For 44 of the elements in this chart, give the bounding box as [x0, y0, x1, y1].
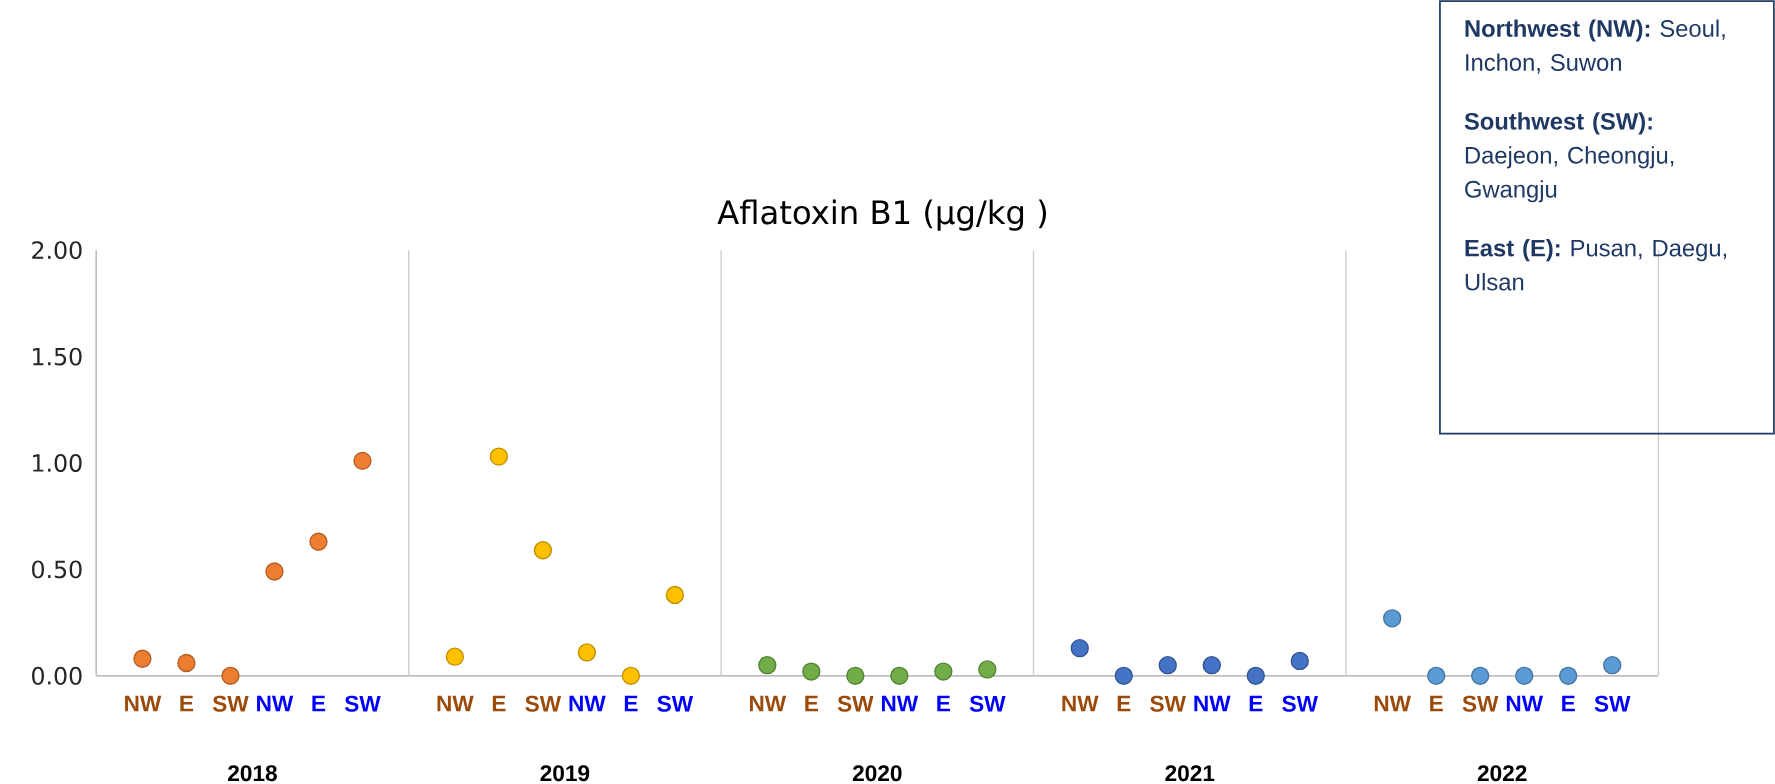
y-tick-label: 1.50 — [33, 347, 82, 366]
x-tick-label: SW — [344, 695, 381, 712]
y-tick-label: 1.00 — [33, 453, 82, 472]
x-tick-label: E — [1430, 695, 1443, 711]
text: Northwest (NW): Seoul, Inchon, Suwon — [1465, 19, 1725, 74]
x-tick-label: NW — [1506, 695, 1544, 711]
x-tick-label: E — [312, 695, 326, 711]
text: 2019 — [540, 764, 590, 781]
x-tick-label: NW — [569, 695, 606, 711]
y-tick-label: 0.00 — [32, 666, 82, 685]
y-tick-label: 2.00 — [32, 240, 82, 259]
x-tick-label: SW — [1150, 695, 1186, 712]
x-tick-label: NW — [881, 695, 919, 711]
x-tick-label: E — [805, 695, 818, 711]
x-tick-label: NW — [1374, 695, 1412, 711]
y-tick-label: 0.50 — [32, 560, 82, 579]
x-tick-label: SW — [1462, 695, 1499, 712]
x-tick-label: NW — [257, 695, 294, 711]
x-tick-label: SW — [1594, 695, 1631, 712]
text: 2018 — [228, 764, 277, 781]
x-tick-label: NW — [125, 695, 162, 711]
text: 2021 — [1165, 764, 1215, 781]
text: East (E): Pusan, Daegu, Ulsan — [1465, 238, 1727, 291]
x-tick-label: NW — [437, 695, 474, 711]
x-tick-label: E — [1117, 695, 1131, 711]
x-tick-label: SW — [525, 695, 562, 712]
x-tick-label: E — [624, 695, 638, 711]
x-tick-label: NW — [749, 695, 787, 711]
x-tick-label: E — [1562, 695, 1575, 711]
text: 2022 — [1477, 764, 1527, 781]
text: 2020 — [852, 764, 902, 781]
x-tick-label: SW — [657, 695, 694, 712]
x-tick-label: SW — [837, 695, 874, 712]
x-tick-label: NW — [1062, 695, 1099, 711]
x-tick-label: E — [937, 695, 950, 711]
chart-title: Aflatoxin B1 (µg/kg ) — [717, 199, 1047, 231]
x-tick-label: E — [492, 695, 506, 711]
x-tick-label: NW — [1194, 695, 1231, 711]
x-tick-label: E — [1249, 695, 1263, 711]
x-tick-label: SW — [969, 695, 1006, 712]
text: Southwest (SW): Daejeon, Cheongju, Gwangju — [1464, 112, 1674, 203]
x-tick-label: E — [180, 695, 194, 711]
x-tick-label: SW — [212, 695, 249, 712]
x-tick-label: SW — [1282, 695, 1318, 712]
